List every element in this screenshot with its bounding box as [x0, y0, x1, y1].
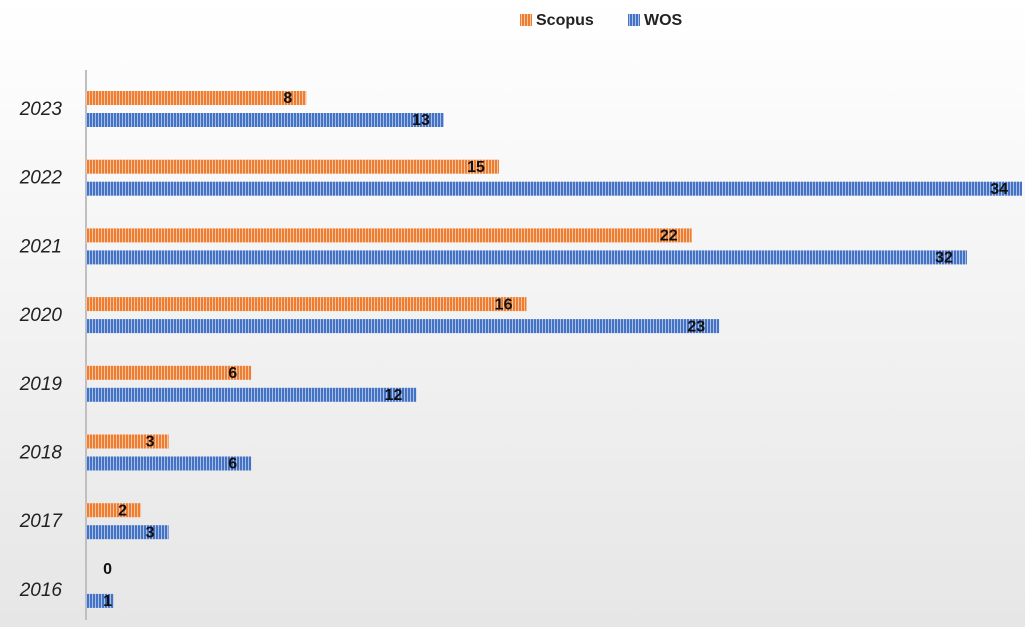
- bar: [86, 181, 1022, 196]
- y-tick-label: 2022: [19, 168, 63, 189]
- data-label: 6: [228, 456, 237, 473]
- data-label: 1: [103, 593, 112, 610]
- y-tick-label: 2020: [19, 305, 63, 326]
- data-label: 3: [146, 524, 155, 541]
- bar: [86, 434, 169, 449]
- y-tick-label: 2017: [19, 511, 64, 532]
- bar: [86, 91, 307, 105]
- data-label: 22: [660, 228, 678, 245]
- data-label: 12: [385, 387, 403, 404]
- data-label: 16: [495, 296, 513, 313]
- y-tick-label: 2019: [19, 374, 63, 395]
- bar: [86, 387, 417, 402]
- bar: [86, 319, 720, 334]
- bar: [86, 593, 114, 608]
- y-tick-label: 2018: [19, 443, 63, 464]
- bar: [86, 113, 444, 127]
- data-label: 32: [935, 250, 953, 267]
- bar: [86, 250, 967, 265]
- y-tick-label: 2021: [19, 236, 62, 257]
- data-label: 2: [118, 502, 127, 519]
- data-label: 3: [146, 434, 155, 451]
- bar: [86, 525, 169, 540]
- bar: [86, 503, 142, 518]
- data-label: 34: [990, 181, 1008, 198]
- bar: [86, 159, 499, 174]
- legend-label: WOS: [644, 12, 683, 29]
- bar: [86, 456, 252, 471]
- legend-swatch: [520, 14, 532, 26]
- data-label: 6: [228, 365, 237, 382]
- y-tick-label: 2023: [19, 99, 63, 120]
- data-label: 8: [283, 90, 292, 107]
- bar: [86, 365, 252, 380]
- data-label: 23: [687, 318, 705, 335]
- bar: [86, 228, 692, 243]
- data-label: 15: [467, 159, 485, 176]
- legend-label: Scopus: [536, 12, 594, 29]
- legend-swatch: [628, 14, 640, 26]
- bar: [86, 297, 527, 312]
- y-tick-label: 2016: [19, 580, 63, 601]
- data-label: 0: [103, 561, 112, 578]
- data-label: 13: [412, 112, 430, 129]
